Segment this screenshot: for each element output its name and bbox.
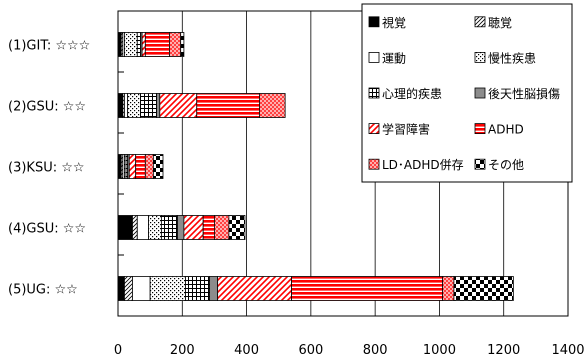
bar-segment <box>117 93 124 118</box>
x-tick-label: 800 <box>363 343 388 358</box>
bar-segment <box>291 276 444 301</box>
bar-segment <box>259 93 286 118</box>
bar-segment <box>180 32 185 57</box>
bar-segment <box>117 215 133 240</box>
legend-swatch <box>368 16 380 28</box>
legend-swatch <box>368 123 380 134</box>
bar-segment <box>140 93 157 118</box>
bar-segment <box>135 154 146 179</box>
legend-swatch <box>368 52 380 63</box>
x-tick-label: 1200 <box>487 343 520 358</box>
bar-segment <box>159 93 198 118</box>
legend-label: 視覚 <box>382 15 406 30</box>
bar-segment <box>144 32 170 57</box>
bar-segment <box>144 154 154 179</box>
bar-segment <box>117 32 122 57</box>
bar-segment <box>185 276 211 301</box>
legend-label: ADHD <box>488 123 524 137</box>
bar-segment <box>228 215 246 240</box>
legend-swatch <box>474 52 486 63</box>
x-tick-label: 1000 <box>423 343 456 358</box>
bar-segment <box>117 154 122 179</box>
category-label: (5)UG: ☆☆ <box>8 283 78 298</box>
legend-label: その他 <box>488 158 524 172</box>
category-label: (1)GIT: ☆☆☆ <box>8 39 90 54</box>
legend-label: 慢性疾患 <box>488 50 536 65</box>
bar-segment <box>124 32 138 57</box>
bar-segment <box>169 32 182 57</box>
bar-segment <box>128 154 137 179</box>
category-label: (2)GSU: ☆☆ <box>8 100 86 115</box>
x-tick-label: 400 <box>234 343 259 358</box>
bar-segment <box>132 215 138 240</box>
bar-segment <box>149 276 186 301</box>
bar-segment <box>442 276 455 301</box>
x-tick-label: 200 <box>170 343 195 358</box>
legend-label: LD･ADHD併存 <box>382 158 464 172</box>
legend-swatch <box>474 16 486 28</box>
bar-segment <box>124 93 129 118</box>
category-label: (3)KSU: ☆☆ <box>8 161 85 176</box>
legend-label: 学習障害 <box>382 122 430 137</box>
legend-swatch <box>474 87 486 99</box>
legend-box <box>361 3 573 183</box>
bar-segment <box>160 215 178 240</box>
legend-label: 心理的疾患 <box>382 86 442 101</box>
bar-segment <box>156 93 161 118</box>
bar-segment <box>117 276 125 301</box>
legend-swatch <box>368 87 380 99</box>
bar-segment <box>196 93 260 118</box>
bar-segment <box>214 215 230 240</box>
x-tick-labels: 0 200 400 600 800 1000 1200 1400 <box>114 343 584 358</box>
bars <box>117 32 514 301</box>
legend-swatch <box>474 123 486 134</box>
category-label: (4)GSU: ☆☆ <box>8 222 86 237</box>
bar-segment <box>183 215 204 240</box>
bar-segment <box>132 276 151 301</box>
bar-segment <box>148 215 162 240</box>
bar-segment <box>209 276 219 301</box>
bar-segment <box>141 32 146 57</box>
bar-segment <box>124 276 133 301</box>
bar-segment <box>136 215 149 240</box>
bar-segment <box>217 276 292 301</box>
legend-label: 聴覚 <box>488 16 512 30</box>
x-tick-label: 0 <box>114 343 122 358</box>
category-labels: (1)GIT: ☆☆☆ (2)GSU: ☆☆ (3)KSU: ☆☆ (4)GSU: ☆… <box>8 39 90 298</box>
legend-label: 運動 <box>382 51 406 65</box>
x-tick-label: 1400 <box>551 343 584 358</box>
bar-segment <box>177 215 185 240</box>
bar-segment <box>127 93 141 118</box>
legend-swatch <box>474 158 486 170</box>
bar-segment <box>202 215 215 240</box>
legend-swatch <box>368 158 380 170</box>
legend-label: 後天性脳損傷 <box>488 86 560 101</box>
bar-segment <box>152 154 164 179</box>
x-tick-label: 600 <box>298 343 323 358</box>
bar-segment <box>453 276 514 301</box>
bar-segment <box>136 32 141 57</box>
